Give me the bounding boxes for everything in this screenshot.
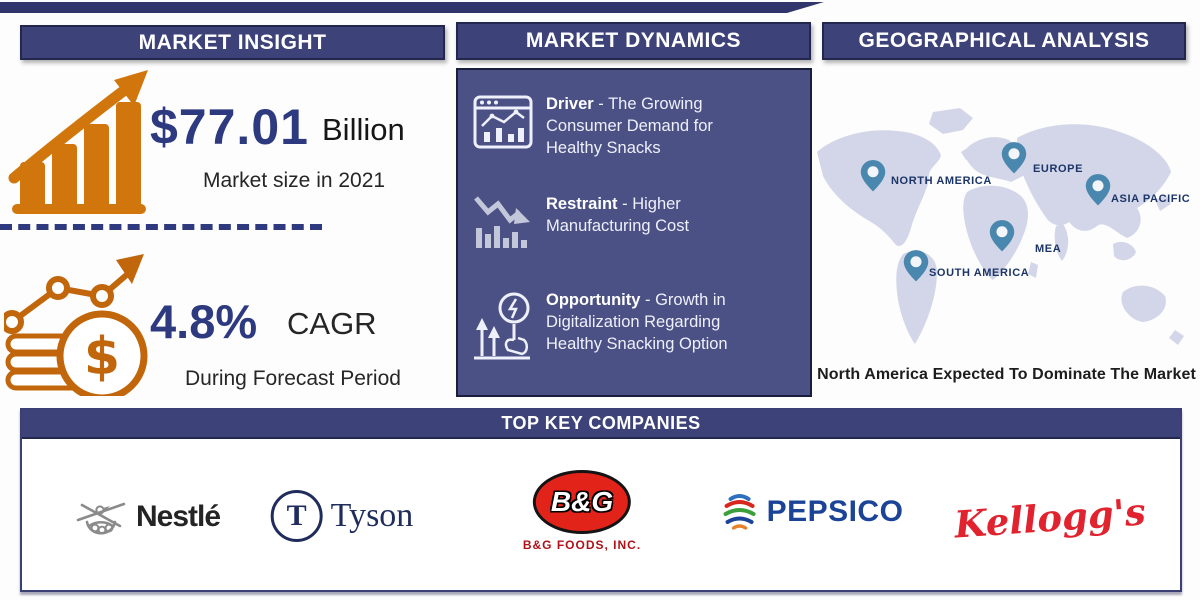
declining-chart-icon <box>474 196 530 248</box>
geographical-analysis-header: GEOGRAPHICAL ANALYSIS <box>822 22 1186 60</box>
cagr-unit: CAGR <box>287 306 377 341</box>
bg-foods-logo: B&G B&G Foods, Inc. <box>523 470 641 552</box>
dashboard-chart-icon <box>473 95 533 149</box>
kelloggs-wordmark: Kellogg's <box>952 489 1148 547</box>
pepsico-logo: PEPSICO <box>721 492 904 532</box>
market-size-unit: Billion <box>322 112 405 147</box>
driver-text: Driver - The Growing Consumer Demand for… <box>546 95 713 157</box>
market-size-value: $77.01 <box>150 99 309 155</box>
kelloggs-logo: Kellogg's <box>953 489 1147 546</box>
geographical-analysis-title: GEOGRAPHICAL ANALYSIS <box>858 29 1150 52</box>
bg-foods-oval-icon: B&G <box>533 470 631 534</box>
world-map: NORTH AMERICA EUROPE ASIA PACIFIC SOUTH … <box>815 103 1200 365</box>
nestle-nest-icon <box>76 502 126 535</box>
pin-europe-icon <box>1001 142 1027 174</box>
market-size-caption: Market size in 2021 <box>203 169 386 192</box>
tyson-logo: T Tyson <box>270 490 414 542</box>
label-mea: MEA <box>1035 243 1062 255</box>
top-key-companies-header: TOP KEY COMPANIES <box>22 410 1180 439</box>
label-asia-pacific: ASIA PACIFIC <box>1111 193 1191 205</box>
label-europe: EUROPE <box>1033 163 1084 175</box>
digital-growth-icon <box>474 292 530 360</box>
pepsico-globe-icon <box>723 494 756 530</box>
dashed-separator <box>0 224 322 230</box>
world-map-silhouette-icon <box>817 108 1184 345</box>
geo-caption: North America Expected To Dominate The M… <box>817 366 1196 383</box>
label-north-america: NORTH AMERICA <box>891 175 992 187</box>
top-key-companies-title: TOP KEY COMPANIES <box>501 413 701 433</box>
pepsico-wordmark: PEPSICO <box>766 495 904 528</box>
nestle-wordmark: Nestlé <box>135 500 221 533</box>
pin-mea-icon <box>989 220 1015 252</box>
pin-asia-pacific-icon <box>1085 174 1111 206</box>
bg-foods-wordmark: B&G Foods, Inc. <box>522 538 642 552</box>
market-dynamics-header: MARKET DYNAMICS <box>456 22 811 60</box>
dynamics-item-restraint: Restraint - Higher Manufacturing Cost <box>458 192 810 272</box>
growth-bar-chart-icon <box>8 70 148 214</box>
opportunity-text: Opportunity - Growth in Digitalization R… <box>546 291 728 353</box>
market-insight-header: MARKET INSIGHT <box>20 25 445 60</box>
nestle-logo: Nestlé <box>74 490 221 544</box>
cagr-coins-icon: $ <box>4 254 148 396</box>
market-insight-title: MARKET INSIGHT <box>138 30 327 54</box>
market-dynamics-title: MARKET DYNAMICS <box>525 29 742 52</box>
restraint-label: Restraint <box>546 195 618 213</box>
label-south-america: SOUTH AMERICA <box>929 267 1030 279</box>
tyson-monogram-icon: T <box>270 490 323 542</box>
pin-south-america-icon <box>903 250 929 282</box>
market-dynamics-panel: Driver - The Growing Consumer Demand for… <box>456 68 812 397</box>
dynamics-item-opportunity: Opportunity - Growth in Digitalization R… <box>458 288 810 383</box>
cagr-value: 4.8% <box>150 295 258 348</box>
top-decor-strip <box>0 2 824 13</box>
restraint-text: Restraint - Higher Manufacturing Cost <box>546 195 690 235</box>
pin-north-america-icon <box>860 160 886 192</box>
opportunity-label: Opportunity <box>546 291 641 309</box>
tyson-wordmark: Tyson <box>330 497 414 534</box>
svg-text:$: $ <box>84 327 120 387</box>
top-key-companies-box: TOP KEY COMPANIES Nestlé <box>20 408 1182 592</box>
dynamics-item-driver: Driver - The Growing Consumer Demand for… <box>458 92 810 182</box>
cagr-caption: During Forecast Period <box>185 367 401 390</box>
driver-label: Driver <box>546 95 594 113</box>
